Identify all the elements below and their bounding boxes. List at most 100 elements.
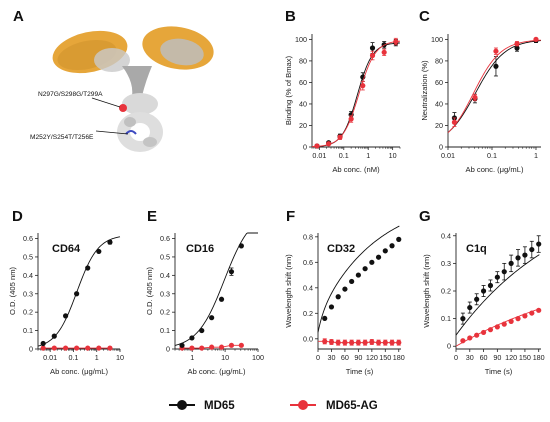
y-tick-label: 0	[29, 345, 33, 354]
legend-item-md65: MD65	[169, 400, 235, 412]
y-tick-label: 0.5	[23, 252, 33, 261]
y-tick-label: 60	[299, 78, 307, 87]
chart-panel-g: G C1q 0 0.1 0.2 0.3 0.4 0 30 60 90 120 150 180 Time (s…	[419, 208, 545, 376]
chart-panel-b: B 0 20 40 60 80 100 0.01 0.1 1 10 Ab conc. (nM) Bind…	[284, 8, 401, 174]
data-point	[337, 134, 343, 140]
y-tick-label: 20	[435, 121, 443, 130]
data-point	[480, 288, 487, 294]
data-point	[396, 236, 402, 242]
data-point	[522, 313, 528, 319]
x-tick-label: 1	[95, 353, 99, 362]
y-tick-label: 0.2	[303, 309, 313, 318]
x-tick-label: 90	[354, 353, 362, 362]
data-point	[382, 340, 388, 346]
fit-curve-md65	[37, 236, 121, 347]
y-tick-label: 0.3	[441, 259, 451, 268]
data-point	[349, 278, 355, 285]
data-point	[328, 304, 335, 310]
y-axis-label: Neutralization (%)	[420, 60, 429, 121]
x-tick-label: 10	[116, 353, 124, 362]
data-point	[396, 340, 402, 346]
y-tick-label: 0.4	[23, 271, 33, 280]
data-point	[514, 45, 520, 51]
panel-a-structure: A N297G/S298G/T299A M252Y/S254T/T256E	[13, 8, 214, 152]
data-point	[522, 252, 528, 258]
y-tick-label: 0.6	[160, 234, 170, 243]
y-axis-label: O.D. (405 nm)	[8, 266, 17, 315]
legend-label-md65-ag: MD65-AG	[326, 400, 378, 412]
data-point	[369, 52, 376, 59]
data-point	[322, 338, 328, 344]
x-axis-label: Time (s)	[485, 367, 513, 376]
y-axis-label: Wavelength shift (nm)	[284, 254, 293, 328]
x-axis-label: Ab conc. (μg/mL)	[466, 165, 524, 174]
data-point	[85, 345, 91, 351]
legend-label-md65: MD65	[204, 400, 235, 412]
data-point	[314, 143, 320, 149]
y-tick-label: 0.0	[303, 334, 313, 343]
data-point	[189, 345, 195, 351]
data-point	[480, 329, 487, 336]
series-md65-ag	[40, 345, 113, 351]
data-point	[494, 324, 500, 330]
panel-letter-g: G	[419, 208, 431, 225]
data-point	[328, 339, 335, 345]
data-point	[199, 327, 205, 334]
data-point	[493, 48, 499, 54]
data-point	[326, 141, 332, 147]
panel-tag-g: C1q	[466, 243, 487, 255]
data-point	[209, 315, 215, 321]
data-point	[369, 259, 375, 265]
data-point	[107, 345, 113, 351]
mutation-label-n297g: N297G/S298G/T299A	[38, 91, 103, 98]
x-axis-label: Time (s)	[346, 367, 374, 376]
data-point	[460, 316, 466, 322]
y-tick-label: 0	[303, 143, 307, 152]
x-tick-label: 0.1	[68, 353, 78, 362]
data-point	[51, 345, 57, 351]
data-point	[369, 45, 376, 51]
data-point	[501, 321, 507, 327]
data-point	[529, 246, 535, 253]
y-tick-label: 0.2	[160, 308, 170, 317]
x-tick-label: 90	[493, 353, 501, 362]
y-tick-label: 0.3	[160, 289, 170, 298]
data-point	[40, 340, 46, 347]
x-tick-label: 1	[190, 353, 194, 362]
y-tick-label: 0.4	[303, 283, 313, 292]
y-tick-label: 60	[435, 78, 443, 87]
data-point	[96, 345, 102, 351]
chart-panel-c: C 0 20 40 60 80 100 0.01 0.1 1 Ab conc. (μg/mL) Neu…	[419, 8, 542, 174]
data-point	[355, 340, 361, 346]
data-point	[335, 294, 341, 300]
y-tick-label: 0.4	[441, 231, 451, 240]
chart-panel-e: E CD16 0 0.1 0.2 0.3 0.4 0.5 0.6 1 10 100 Ab conc. (…	[145, 208, 264, 376]
series-md65-ag	[179, 342, 244, 351]
y-tick-label: 0.1	[160, 326, 170, 335]
series-md65	[455, 235, 542, 336]
data-point	[85, 265, 91, 271]
x-tick-label: 150	[519, 353, 531, 362]
x-tick-label: 1	[366, 151, 370, 160]
data-point	[238, 243, 244, 249]
panel-letter-f: F	[286, 208, 295, 225]
data-point	[96, 248, 102, 255]
y-tick-label: 0.6	[23, 234, 33, 243]
x-tick-label: 0	[316, 353, 320, 362]
series-md65	[311, 38, 401, 149]
panel-letter-e: E	[147, 208, 157, 225]
panel-letter-a: A	[13, 8, 24, 25]
series-md65	[317, 225, 402, 333]
y-tick-label: 0	[439, 143, 443, 152]
data-point	[355, 272, 361, 278]
series-md65	[37, 236, 121, 347]
y-tick-label: 0.4	[160, 271, 170, 280]
y-axis-label: O.D. (405 nm)	[145, 266, 154, 315]
data-point	[360, 83, 366, 89]
data-point	[375, 254, 382, 260]
data-point	[228, 269, 235, 275]
data-point	[51, 333, 57, 339]
data-point	[62, 345, 69, 351]
